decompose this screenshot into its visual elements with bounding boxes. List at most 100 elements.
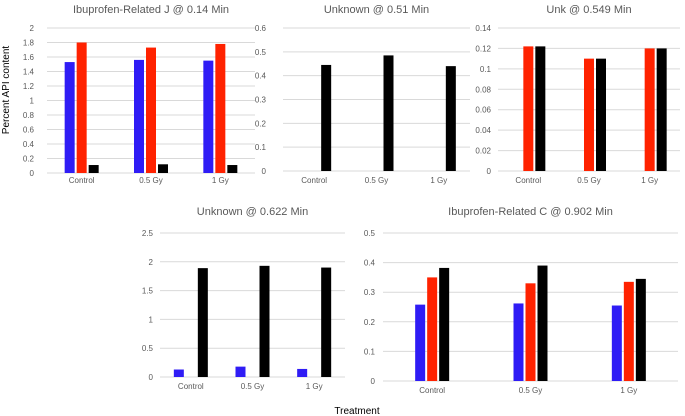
y-tick-label: 0.1: [255, 143, 267, 152]
x-tick-label: Control: [301, 176, 327, 185]
bar-series-3-1-gy: [321, 267, 332, 377]
bar-series-1-1-gy: [611, 305, 622, 381]
y-tick-label: 2.5: [142, 229, 154, 238]
bar-series-3-control: [439, 267, 450, 381]
y-tick-label: 0.1: [364, 347, 376, 356]
chart-panel-5: Ibuprofen-Related C @ 0.902 Min 0 0.1 0.2 0.…: [361, 200, 685, 396]
y-tick-label: 1.4: [23, 68, 35, 77]
y-axis-title: Percent API content: [1, 46, 12, 135]
chart-panel-2: Unknown @ 0.51 Min 0 0.1 0.2 0.3 0.4 0.5 0.6 Con…: [255, 0, 477, 187]
y-tick-label: 1.5: [142, 287, 154, 296]
x-tick-label: 0.5 Gy: [241, 382, 265, 391]
bar-series-3-0-5-gy: [383, 55, 394, 171]
y-tick-label: 0.5: [255, 48, 267, 57]
y-tick-label: 0.2: [364, 318, 376, 327]
y-tick-label: 2: [30, 24, 35, 33]
chart-background: [262, 0, 477, 187]
y-tick-label: 0: [149, 373, 154, 382]
x-tick-label: Control: [178, 382, 204, 391]
y-tick-label: 0.14: [475, 24, 491, 33]
y-tick-label: 0.08: [475, 85, 491, 94]
bar-series-3-0-5-gy: [596, 58, 606, 172]
y-tick-label: 0.3: [255, 96, 267, 105]
bar-series-1-control: [64, 62, 75, 174]
y-tick-label: 0: [262, 167, 267, 176]
bar-series-3-1-gy: [656, 48, 667, 171]
x-tick-label: 1 Gy: [430, 176, 447, 185]
x-tick-label: 1 Gy: [212, 176, 229, 185]
bar-series-1-0-5-gy: [235, 366, 246, 377]
bar-series-1-1-gy: [203, 60, 214, 173]
bar-series-3-0-5-gy: [158, 164, 168, 173]
y-tick-label: 0.4: [364, 259, 376, 268]
x-tick-label: 0.5 Gy: [519, 386, 543, 395]
y-tick-label: 1: [30, 97, 35, 106]
chart-title: Unk @ 0.549 Min: [546, 4, 631, 16]
x-axis-title: Treatment: [334, 406, 379, 416]
bar-series-2-0-5-gy: [584, 58, 594, 172]
bar-series-3-1-gy: [227, 165, 238, 173]
y-tick-label: 0.2: [255, 119, 267, 128]
y-tick-label: 1.2: [23, 82, 35, 91]
bar-series-2-1-gy: [623, 281, 634, 381]
bar-series-3-control: [88, 165, 99, 173]
bar-series-2-0-5-gy: [525, 283, 536, 381]
bar-series-2-1-gy: [215, 43, 226, 174]
bar-series-3-1-gy: [445, 66, 456, 171]
bar-series-3-control: [321, 64, 332, 171]
y-tick-label: 0.4: [23, 140, 35, 149]
x-tick-label: 0.5 Gy: [139, 176, 163, 185]
x-tick-label: 1 Gy: [620, 386, 637, 395]
bar-series-1-control: [415, 304, 426, 381]
x-tick-label: 1 Gy: [641, 176, 658, 185]
bar-series-1-1-gy: [297, 368, 308, 377]
y-tick-label: 0.8: [23, 111, 35, 120]
y-tick-label: 2: [149, 258, 154, 267]
y-tick-label: 1.8: [23, 39, 35, 48]
y-tick-label: 0.5: [142, 344, 154, 353]
y-tick-label: 0.2: [23, 155, 35, 164]
y-tick-label: 0.1: [480, 65, 492, 74]
chart-panels: Ibuprofen-Related J @ 0.14 Min 0 0.2 0.4 0.6…: [0, 0, 685, 396]
bar-series-2-control: [523, 46, 534, 172]
y-tick-label: 0.3: [364, 288, 376, 297]
y-tick-label: 0: [30, 169, 35, 178]
bar-series-1-control: [173, 369, 184, 377]
y-tick-label: 0.6: [255, 24, 267, 33]
chart-panel-4: Unknown @ 0.622 Min 0 0.5 1 1.5 2 2.5 Control 0.…: [142, 200, 361, 396]
chart-panel-3: Unk @ 0.549 Min 0 0.02 0.04 0.06 0.08 0.1 0.12 0…: [475, 0, 685, 187]
chart-title: Ibuprofen-Related C @ 0.902 Min: [448, 206, 613, 218]
bar-series-1-0-5-gy: [513, 303, 524, 381]
x-tick-label: 0.5 Gy: [365, 176, 389, 185]
y-tick-label: 0.5: [364, 229, 376, 238]
y-tick-label: 1.6: [23, 53, 35, 62]
y-tick-label: 0.12: [475, 44, 491, 53]
chart-title: Unknown @ 0.622 Min: [197, 206, 308, 218]
y-tick-label: 0: [487, 167, 492, 176]
chart-title: Ibuprofen-Related J @ 0.14 Min: [73, 4, 229, 16]
x-tick-label: 1 Gy: [306, 382, 323, 391]
bar-series-3-1-gy: [635, 278, 646, 381]
x-tick-label: Control: [515, 176, 541, 185]
bar-series-2-0-5-gy: [146, 47, 156, 174]
bar-series-2-1-gy: [644, 48, 655, 171]
bar-series-3-0-5-gy: [537, 265, 548, 381]
y-tick-label: 0.04: [475, 126, 491, 135]
chart-title: Unknown @ 0.51 Min: [324, 4, 429, 16]
bar-series-1-0-5-gy: [134, 59, 144, 173]
y-tick-label: 0.02: [475, 147, 491, 156]
x-tick-label: 0.5 Gy: [577, 176, 601, 185]
bar-series-2-control: [427, 277, 438, 381]
y-tick-label: 0: [371, 377, 376, 386]
y-tick-label: 0.4: [255, 72, 267, 81]
x-tick-label: Control: [69, 176, 95, 185]
y-tick-label: 0.06: [475, 106, 491, 115]
bar-series-2-control: [76, 42, 87, 173]
x-tick-label: Control: [419, 386, 445, 395]
bar-series-3-control: [535, 46, 546, 172]
bar-series-3-0-5-gy: [259, 265, 270, 377]
chart-panel-1: Ibuprofen-Related J @ 0.14 Min 0 0.2 0.4 0.6…: [0, 0, 262, 187]
y-tick-label: 0.6: [23, 126, 35, 135]
bar-series-3-control: [197, 268, 208, 377]
